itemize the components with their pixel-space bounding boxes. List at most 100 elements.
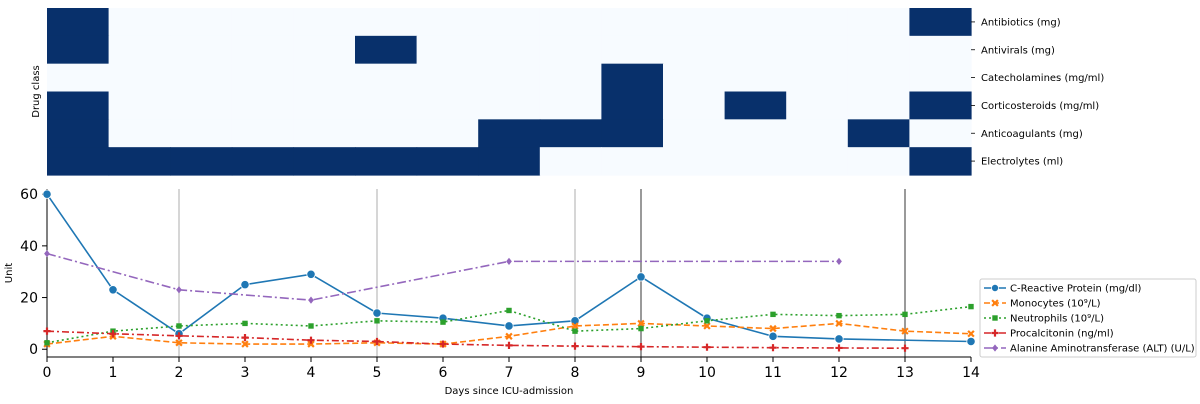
data-point <box>770 311 776 318</box>
heatmap-cell <box>231 8 294 37</box>
data-point <box>44 250 50 258</box>
series-group <box>43 327 909 352</box>
heatmap-cell <box>478 119 541 148</box>
data-point <box>175 339 183 347</box>
data-point <box>769 324 777 333</box>
heatmap-cell <box>478 35 541 65</box>
heatmap-cell <box>293 147 356 176</box>
x-tick-label: 11 <box>764 365 782 381</box>
heatmap-row-label: Antivirals (mg) <box>981 45 1055 56</box>
heatmap-y-axis-label: Drug class <box>31 65 42 118</box>
heatmap-cell <box>478 63 541 93</box>
heatmap-cell <box>786 63 849 93</box>
heatmap-cell <box>293 8 356 37</box>
heatmap-cell <box>847 8 910 37</box>
heatmap-cell <box>847 35 910 65</box>
x-tick-label: 4 <box>307 365 316 381</box>
legend-label: Neutrophils (10⁹/L) <box>1010 314 1104 325</box>
heatmap-row-label: Antibiotics (mg) <box>981 17 1061 28</box>
heatmap-cell <box>416 35 479 65</box>
heatmap-cell <box>478 91 541 120</box>
heatmap-cell <box>47 91 110 120</box>
data-point <box>836 312 842 319</box>
heatmap-cell <box>108 63 171 93</box>
legend-label: Alanine Aminotransferase (ALT) (U/L) <box>1010 344 1195 355</box>
data-point <box>836 257 842 265</box>
data-point <box>439 340 447 348</box>
series-line <box>46 305 972 344</box>
data-point <box>307 340 315 348</box>
heatmap-cell <box>601 8 664 37</box>
data-point <box>241 334 249 342</box>
series-group <box>42 189 976 347</box>
heatmap-cell <box>108 8 171 37</box>
heatmap-cell <box>293 91 356 120</box>
data-point <box>966 336 976 347</box>
heatmap-cell <box>663 91 726 120</box>
heatmap-cell <box>170 91 233 120</box>
heatmap-cell <box>724 119 787 148</box>
heatmap-cell <box>909 8 972 37</box>
heatmap-cell <box>847 119 910 148</box>
data-point <box>636 272 646 282</box>
heatmap-cell <box>909 91 972 120</box>
y-tick-label: 60 <box>20 187 38 203</box>
data-point <box>176 323 182 329</box>
data-point <box>374 318 380 324</box>
data-point <box>992 344 998 352</box>
data-point <box>703 343 711 351</box>
x-tick-label: 1 <box>109 365 118 381</box>
data-point <box>307 336 315 344</box>
data-point <box>901 344 909 352</box>
heatmap-cell <box>601 147 664 176</box>
series-line <box>46 193 972 343</box>
heatmap-cell <box>170 119 233 148</box>
series-line <box>46 330 906 350</box>
heatmap-cell <box>539 63 602 93</box>
heatmap-cell <box>416 119 479 148</box>
data-point <box>506 307 512 314</box>
x-tick-label: 10 <box>698 365 716 381</box>
heatmap-cell <box>786 91 849 120</box>
data-point <box>175 332 183 340</box>
series-group <box>44 303 974 346</box>
data-point <box>372 308 382 318</box>
data-point <box>242 320 248 327</box>
heatmap-cell <box>539 119 602 148</box>
data-point <box>109 330 117 338</box>
data-point <box>373 337 381 346</box>
heatmap-cell <box>786 8 849 37</box>
heatmap-cell <box>601 119 664 148</box>
heatmap-cell <box>231 63 294 93</box>
x-tick-label: 7 <box>505 365 514 381</box>
x-tick-label: 13 <box>896 365 914 381</box>
heatmap-cell <box>47 35 110 65</box>
heatmap-cell <box>539 91 602 120</box>
x-tick-label: 2 <box>175 365 184 381</box>
data-point <box>991 329 999 337</box>
heatmap-cell <box>539 8 602 37</box>
heatmap-cell <box>601 35 664 65</box>
data-point <box>308 323 314 329</box>
x-tick-label: 3 <box>241 365 250 381</box>
heatmap-cell <box>663 8 726 37</box>
heatmap-cell <box>47 119 110 148</box>
data-point <box>306 269 316 279</box>
heatmap-cell <box>909 147 972 176</box>
heatmap-cell <box>478 8 541 37</box>
data-point <box>440 319 446 325</box>
x-axis-label: Days since ICU-admission <box>445 386 574 397</box>
heatmap-panel: Antibiotics (mg) Antivirals (mg) Catechola… <box>31 8 1104 176</box>
heatmap-cell <box>909 119 972 148</box>
heatmap-cell <box>293 35 356 65</box>
heatmap-cell <box>47 8 110 37</box>
heatmap-cell <box>355 91 418 120</box>
heatmap-cell <box>47 147 110 176</box>
heatmap-cell <box>170 63 233 93</box>
x-tick-label: 9 <box>637 365 646 381</box>
heatmap-cell <box>108 91 171 120</box>
x-tick-label: 0 <box>43 365 52 381</box>
y-tick-label: 40 <box>20 239 38 255</box>
